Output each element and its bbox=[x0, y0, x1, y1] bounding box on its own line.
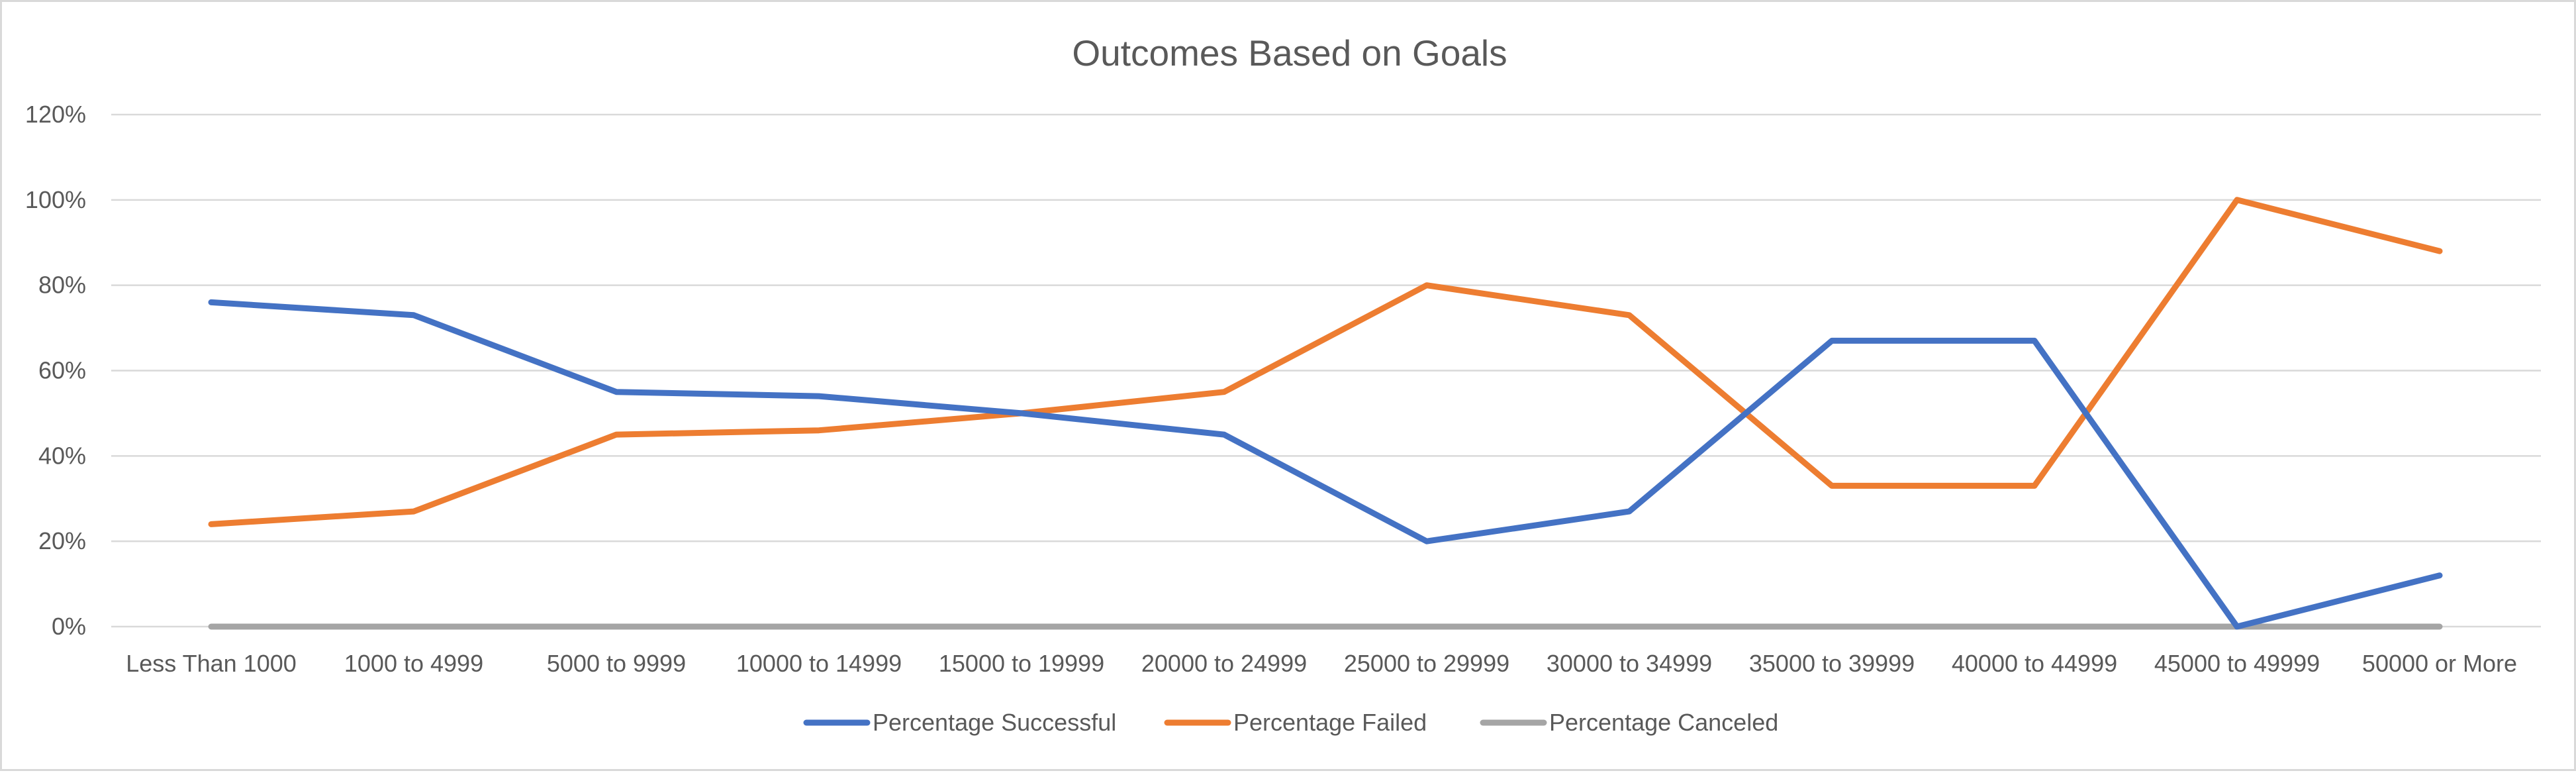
x-tick-label: 5000 to 9999 bbox=[547, 650, 686, 677]
y-tick-label: 80% bbox=[38, 272, 86, 299]
y-axis-ticks: 0% 20% 40% 60% 80% 100% 120% bbox=[25, 101, 86, 640]
series-line-percentage-failed bbox=[208, 197, 2443, 527]
legend-label: Percentage Failed bbox=[1233, 709, 1427, 736]
y-tick-label: 120% bbox=[25, 101, 86, 128]
x-tick-label: 1000 to 4999 bbox=[344, 650, 483, 677]
y-tick-label: 40% bbox=[38, 442, 86, 469]
x-tick-label: 15000 to 19999 bbox=[939, 650, 1104, 677]
y-tick-label: 20% bbox=[38, 527, 86, 554]
legend-item-percentage-failed: Percentage Failed bbox=[1164, 709, 1427, 736]
series-line-percentage-successful bbox=[208, 299, 2443, 630]
y-tick-label: 0% bbox=[52, 613, 86, 640]
x-axis-ticks: Less Than 1000 1000 to 4999 5000 to 9999 10… bbox=[126, 650, 2517, 677]
legend-item-percentage-canceled: Percentage Canceled bbox=[1480, 709, 1778, 736]
x-tick-label: 20000 to 24999 bbox=[1141, 650, 1307, 677]
chart-title: Outcomes Based on Goals bbox=[1072, 32, 1507, 74]
x-tick-label: 40000 to 44999 bbox=[1952, 650, 2117, 677]
y-tick-label: 60% bbox=[38, 357, 86, 384]
gridlines bbox=[111, 113, 2541, 628]
series-lines bbox=[208, 197, 2443, 630]
x-tick-label: 30000 to 34999 bbox=[1547, 650, 1712, 677]
legend-label: Percentage Successful bbox=[873, 709, 1116, 736]
x-tick-label: 35000 to 39999 bbox=[1749, 650, 1915, 677]
x-tick-label: 10000 to 14999 bbox=[736, 650, 902, 677]
x-tick-label: 25000 to 29999 bbox=[1344, 650, 1509, 677]
y-tick-label: 100% bbox=[25, 186, 86, 213]
x-tick-label: Less Than 1000 bbox=[126, 650, 297, 677]
x-tick-label: 50000 or More bbox=[2362, 650, 2517, 677]
legend-item-percentage-successful: Percentage Successful bbox=[803, 709, 1116, 736]
x-tick-label: 45000 to 49999 bbox=[2154, 650, 2320, 677]
legend: Percentage Successful Percentage Failed Pe… bbox=[803, 709, 1778, 736]
legend-label: Percentage Canceled bbox=[1549, 709, 1778, 736]
